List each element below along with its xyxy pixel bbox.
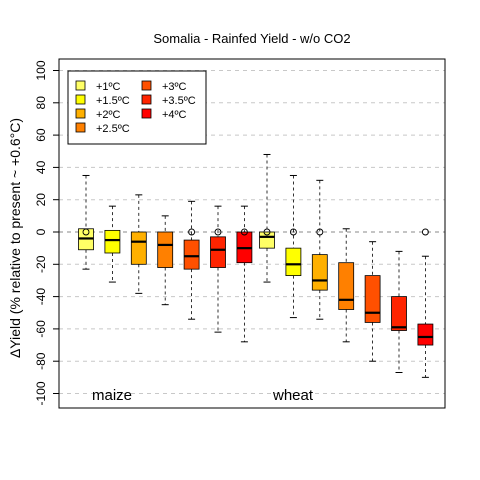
box-wheat-6 xyxy=(417,228,434,378)
legend-label: +2ºC xyxy=(96,109,121,121)
legend-label: +2.5ºC xyxy=(96,123,130,135)
box-body xyxy=(130,231,147,265)
box-wheat-1 xyxy=(285,174,302,319)
legend-swatch xyxy=(75,80,86,91)
legend-frame xyxy=(67,70,207,145)
box-maize-2 xyxy=(130,194,147,294)
legend-label: +1ºC xyxy=(96,81,121,93)
reference-point xyxy=(214,228,222,236)
legend-label: +1.5ºC xyxy=(96,95,130,107)
y-axis-label: ΔYield (% relative to present ~ +0.6°C) xyxy=(7,118,23,358)
y-tick-label: 0 xyxy=(34,228,48,235)
box-wheat-4 xyxy=(364,241,381,362)
box-body xyxy=(285,247,302,277)
reference-point xyxy=(263,228,271,236)
box-body xyxy=(210,236,226,268)
box-maize-1 xyxy=(104,205,121,283)
box-wheat-5 xyxy=(391,250,407,374)
y-tick-label: 60 xyxy=(34,128,48,142)
legend-swatch xyxy=(75,94,86,105)
y-tick-label: 80 xyxy=(34,96,48,110)
reference-point xyxy=(82,228,90,236)
box-maize-0 xyxy=(78,174,94,270)
box-maize-4 xyxy=(183,200,200,320)
reference-point xyxy=(316,228,324,236)
reference-point xyxy=(240,228,248,236)
box-body xyxy=(259,231,275,249)
y-tick-label: -40 xyxy=(34,288,48,306)
box-body xyxy=(157,231,174,268)
legend-label: +4ºC xyxy=(162,109,187,121)
box-wheat-3 xyxy=(338,228,355,343)
y-tick-label: -60 xyxy=(34,320,48,338)
reference-point xyxy=(289,228,297,236)
reference-point xyxy=(188,228,196,236)
legend-label: +3ºC xyxy=(162,81,187,93)
y-tick-label: 20 xyxy=(34,193,48,207)
y-tick-label: 100 xyxy=(34,60,48,80)
legend: +1ºC +1.5ºC +2ºC +2.5ºC +3ºC +3.5ºC +4ºC xyxy=(67,70,207,145)
box-wheat-0 xyxy=(259,153,275,283)
y-tick-label: -20 xyxy=(34,255,48,273)
box-maize-6 xyxy=(236,205,253,343)
box-body xyxy=(417,323,434,346)
reference-point xyxy=(421,228,429,236)
box-body xyxy=(183,239,200,270)
box-wheat-2 xyxy=(311,179,328,320)
y-tick-label: -80 xyxy=(34,352,48,370)
legend-swatch xyxy=(75,108,86,119)
legend-swatch xyxy=(141,108,152,119)
box-body xyxy=(104,229,121,254)
legend-swatch xyxy=(141,94,152,105)
plot-frame xyxy=(58,58,446,409)
box-body xyxy=(364,275,381,323)
box-body xyxy=(338,262,355,310)
legend-label: +3.5ºC xyxy=(162,95,196,107)
box-maize-3 xyxy=(157,215,174,306)
box-body xyxy=(391,296,407,331)
chart-title: Somalia - Rainfed Yield - w/o CO2 xyxy=(153,31,350,46)
box-body xyxy=(311,254,328,291)
y-tick-label: -100 xyxy=(34,381,48,405)
legend-swatch xyxy=(141,80,152,91)
group-label-maize: maize xyxy=(92,387,132,404)
group-label-wheat: wheat xyxy=(272,387,314,404)
y-tick-label: 40 xyxy=(34,160,48,174)
box-maize-5 xyxy=(210,205,226,333)
legend-swatch xyxy=(75,122,86,133)
